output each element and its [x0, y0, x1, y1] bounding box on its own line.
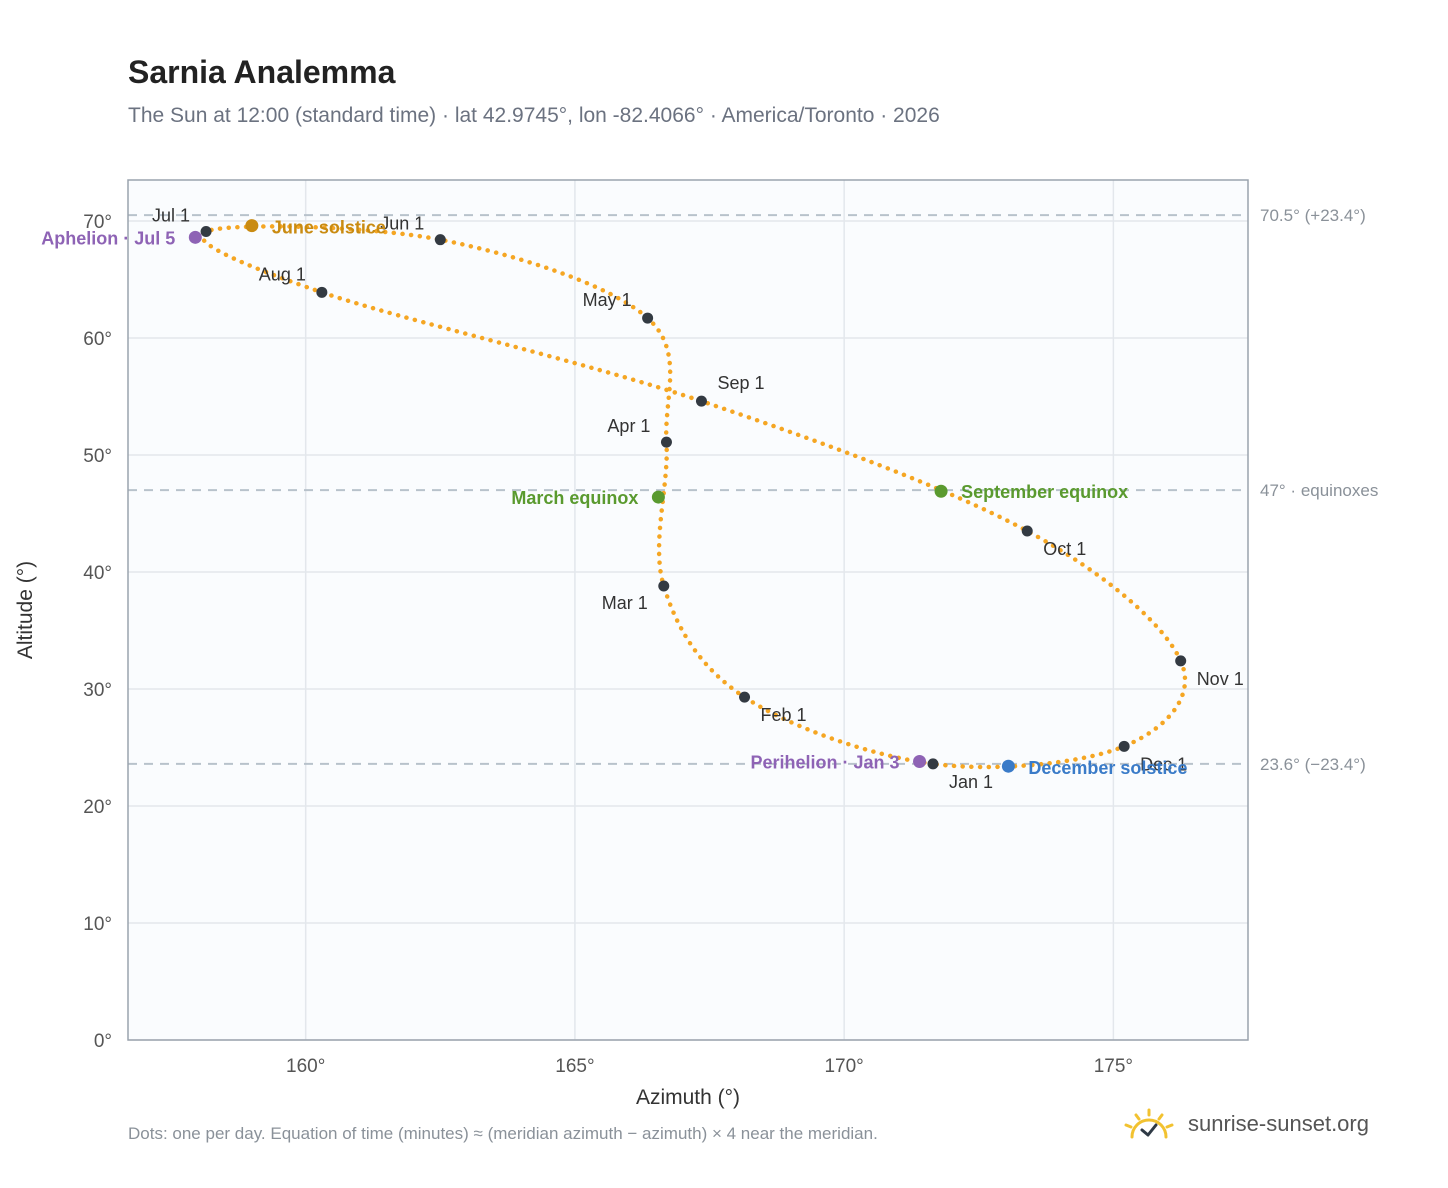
chart-subtitle: The Sun at 12:00 (standard time) · lat 4…	[128, 104, 940, 127]
month-markers: Jan 1 Feb 1 Mar 1 Apr 1 May 1 Jun 1 Jul 1 Aug 1…	[152, 205, 1244, 791]
x-axis-ticks: 160° 165° 170° 175°	[286, 1056, 1133, 1077]
y-tick-label: 0°	[94, 1031, 112, 1052]
plot-area	[128, 180, 1248, 1040]
event-label: December solstice	[1028, 758, 1187, 778]
month-marker	[927, 758, 939, 770]
event-label: June solstice	[272, 218, 386, 238]
plot-frame	[127, 179, 1249, 1041]
month-marker	[739, 691, 751, 703]
event-label: Aphelion · Jul 5	[41, 228, 175, 248]
chart-title: Sarnia Analemma	[128, 54, 396, 90]
month-marker	[1175, 655, 1187, 667]
month-marker	[658, 580, 670, 592]
event-label: September equinox	[961, 482, 1128, 502]
month-marker	[1021, 525, 1033, 537]
month-label: Oct 1	[1043, 539, 1086, 559]
month-label: Feb 1	[761, 705, 807, 725]
month-marker	[200, 225, 212, 237]
month-label: Dec 1	[1140, 754, 1187, 774]
x-tick-label: 170°	[824, 1056, 863, 1077]
sun-logo-icon	[1124, 1108, 1174, 1139]
month-marker	[642, 312, 654, 324]
month-marker	[660, 436, 672, 448]
reference-lines: 70.5° (+23.4°) 47° · equinoxes 23.6° (−23.…	[128, 206, 1378, 774]
event-marker	[651, 490, 665, 504]
y-tick-label: 10°	[83, 914, 112, 935]
x-tick-label: 165°	[555, 1056, 594, 1077]
brand[interactable]: sunrise-sunset.org	[1122, 1104, 1369, 1144]
y-axis-ticks: 0° 10° 20° 30° 40° 50° 60° 70°	[83, 212, 112, 1052]
month-label: Jun 1	[380, 214, 424, 234]
y-tick-label: 40°	[83, 563, 112, 584]
event-label: March equinox	[511, 488, 638, 508]
month-marker	[1118, 740, 1130, 752]
event-marker	[188, 230, 202, 244]
y-tick-label: 60°	[83, 329, 112, 350]
footnote: Dots: one per day. Equation of time (min…	[128, 1124, 878, 1143]
month-label: May 1	[583, 290, 632, 310]
reference-line-label: 23.6° (−23.4°)	[1260, 755, 1366, 774]
month-label: Mar 1	[602, 593, 648, 613]
month-marker	[695, 395, 707, 407]
brand-name: sunrise-sunset.org	[1188, 1111, 1369, 1136]
y-tick-label: 50°	[83, 446, 112, 467]
event-markers: Aphelion · Jul 5 June solstice March equin…	[41, 218, 1187, 779]
y-axis-title: Altitude (°)	[14, 561, 37, 659]
month-label: Apr 1	[607, 416, 650, 436]
month-label: Jul 1	[152, 205, 190, 225]
y-tick-label: 20°	[83, 797, 112, 818]
event-marker	[245, 219, 259, 233]
month-label: Sep 1	[717, 373, 764, 393]
reference-line-label: 70.5° (+23.4°)	[1260, 206, 1366, 225]
month-marker	[316, 286, 328, 298]
y-tick-label: 70°	[83, 212, 112, 233]
month-marker	[434, 234, 446, 246]
x-axis-title: Azimuth (°)	[636, 1086, 740, 1109]
event-marker	[934, 484, 948, 498]
month-label: Jan 1	[949, 772, 993, 792]
event-label: Perihelion · Jan 3	[750, 753, 899, 773]
analemma-path	[199, 224, 1188, 770]
reference-line-label: 47° · equinoxes	[1260, 481, 1378, 500]
event-marker	[1001, 759, 1015, 773]
y-tick-label: 30°	[83, 680, 112, 701]
event-marker	[913, 755, 927, 769]
month-label: Nov 1	[1197, 669, 1244, 689]
grid-lines	[128, 180, 1248, 1041]
x-tick-label: 160°	[286, 1056, 325, 1077]
month-label: Aug 1	[259, 264, 306, 284]
x-tick-label: 175°	[1094, 1056, 1133, 1077]
